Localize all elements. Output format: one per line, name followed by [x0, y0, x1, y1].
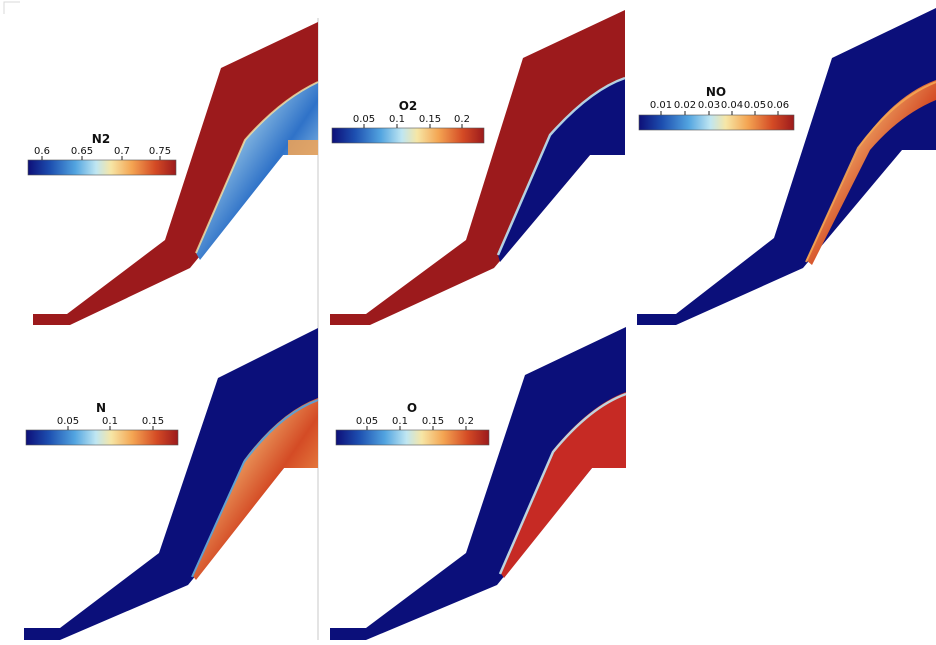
panel-o2: O2 0.05 0.1 0.15 0.2 — [330, 10, 626, 325]
o2-tick-2: 0.15 — [419, 114, 441, 125]
corner-mark — [3, 1, 20, 14]
o-tick-3: 0.2 — [458, 416, 474, 427]
o2-depleted-region — [498, 78, 625, 262]
o2-colorbar-title: O2 — [399, 99, 418, 113]
no-colorbar-title: NO — [706, 85, 726, 99]
no-tick-5: 0.06 — [767, 100, 789, 111]
n-shear-layer — [192, 398, 318, 580]
no-shear-layer — [806, 80, 936, 265]
panel-no: NO 0.01 0.02 0.03 0.04 0.05 0.06 — [637, 8, 936, 325]
n2-tick-2: 0.7 — [114, 146, 130, 157]
n-domain — [24, 328, 318, 640]
o-dissociated-region — [500, 392, 626, 578]
o2-tick-3: 0.2 — [454, 114, 470, 125]
no-ticks: 0.01 0.02 0.03 0.04 0.05 0.06 — [650, 100, 789, 115]
o2-tick-0: 0.05 — [353, 114, 375, 125]
o-colorbar-title: O — [407, 401, 417, 415]
n-tick-0: 0.05 — [57, 416, 79, 427]
n-colorbar-gradient — [25, 429, 179, 446]
panel-n2: N2 0.6 0.65 0.7 0.75 — [27, 22, 319, 325]
o-tick-1: 0.1 — [392, 416, 408, 427]
o2-colorbar: O2 0.05 0.1 0.15 0.2 — [331, 99, 485, 144]
o2-ticks: 0.05 0.1 0.15 0.2 — [353, 114, 470, 128]
no-tick-2: 0.03 — [698, 100, 720, 111]
panel-n: N 0.05 0.1 0.15 — [24, 328, 319, 640]
n2-colorbar-title: N2 — [92, 132, 110, 146]
n2-ticks: 0.6 0.65 0.7 0.75 — [34, 146, 171, 160]
o2-domain — [330, 10, 625, 325]
no-tick-3: 0.04 — [721, 100, 743, 111]
n-tick-2: 0.15 — [142, 416, 164, 427]
no-colorbar-gradient — [638, 114, 795, 131]
n2-tick-3: 0.75 — [149, 146, 171, 157]
n2-colorbar: N2 0.6 0.65 0.7 0.75 — [27, 132, 177, 176]
o-tick-2: 0.15 — [422, 416, 444, 427]
n-ticks: 0.05 0.1 0.15 — [57, 416, 164, 430]
o-colorbar: O 0.05 0.1 0.15 0.2 — [335, 401, 490, 446]
o2-colorbar-gradient — [331, 127, 485, 144]
n2-tick-0: 0.6 — [34, 146, 50, 157]
n2-tick-1: 0.65 — [71, 146, 93, 157]
n-tick-1: 0.1 — [102, 416, 118, 427]
no-domain — [637, 8, 936, 325]
o-ticks: 0.05 0.1 0.15 0.2 — [356, 416, 474, 430]
n-colorbar-title: N — [96, 401, 106, 415]
no-tick-4: 0.05 — [744, 100, 766, 111]
o2-tick-1: 0.1 — [389, 114, 405, 125]
n2-colorbar-gradient — [27, 159, 177, 176]
no-colorbar: NO 0.01 0.02 0.03 0.04 0.05 0.06 — [638, 85, 795, 131]
panel-o: O 0.05 0.1 0.15 0.2 — [330, 327, 627, 640]
o-tick-0: 0.05 — [356, 416, 378, 427]
n-colorbar: N 0.05 0.1 0.15 — [25, 401, 179, 446]
o-colorbar-gradient — [335, 429, 490, 446]
no-tick-1: 0.02 — [674, 100, 696, 111]
no-tick-0: 0.01 — [650, 100, 672, 111]
o-domain — [330, 327, 626, 640]
n2-domain — [33, 22, 318, 325]
n2-shear-layer — [196, 82, 318, 260]
